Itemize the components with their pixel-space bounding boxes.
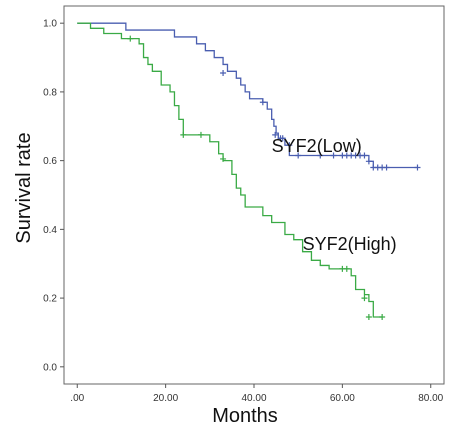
censor-mark bbox=[317, 152, 324, 159]
y-tick-label: 1.0 bbox=[43, 19, 57, 30]
censor-mark bbox=[197, 131, 204, 138]
censor-mark bbox=[361, 295, 368, 302]
censor-mark bbox=[279, 135, 286, 142]
x-axis-label: Months bbox=[212, 405, 278, 427]
x-tick-label: .00 bbox=[70, 393, 84, 404]
censor-mark bbox=[365, 158, 372, 165]
censor-mark bbox=[220, 155, 227, 162]
censor-mark bbox=[259, 99, 266, 106]
y-tick-label: 0.6 bbox=[43, 156, 57, 167]
series-layer: SYF2(Low) SYF2(High) bbox=[77, 22, 421, 320]
censor-mark bbox=[220, 70, 227, 77]
censor-mark bbox=[361, 152, 368, 159]
censor-mark bbox=[286, 142, 293, 149]
censor-mark bbox=[127, 35, 134, 42]
censor-mark bbox=[272, 131, 279, 138]
censor-mark bbox=[383, 164, 390, 171]
plot-frame bbox=[63, 5, 445, 385]
censor-mark bbox=[295, 152, 302, 159]
censor-mark bbox=[379, 313, 386, 320]
censor-mark bbox=[365, 313, 372, 320]
x-tick-label: 40.00 bbox=[241, 393, 266, 404]
censor-mark bbox=[343, 265, 350, 272]
x-tick-label: 60.00 bbox=[330, 393, 355, 404]
y-tick-label: 0.2 bbox=[43, 294, 57, 305]
censor-mark bbox=[330, 152, 337, 159]
series-line bbox=[77, 22, 383, 318]
censor-mark bbox=[414, 164, 421, 171]
y-tick-label: 0.8 bbox=[43, 87, 57, 98]
censor-mark bbox=[180, 131, 187, 138]
series-label: SYF2(High) bbox=[303, 234, 397, 254]
x-tick-label: 80.00 bbox=[418, 393, 443, 404]
y-axis-label: Survival rate bbox=[13, 132, 35, 243]
axes: 0.0 0.2 0.4 0.6 0.8 1.0 .00 20.00 40.00 60.00 80.0… bbox=[43, 19, 444, 404]
x-tick-label: 20.00 bbox=[153, 393, 178, 404]
y-tick-label: 0.4 bbox=[43, 225, 57, 236]
y-tick-label: 0.0 bbox=[43, 362, 57, 373]
series-line bbox=[77, 22, 418, 169]
series-label: SYF2(Low) bbox=[272, 136, 362, 156]
